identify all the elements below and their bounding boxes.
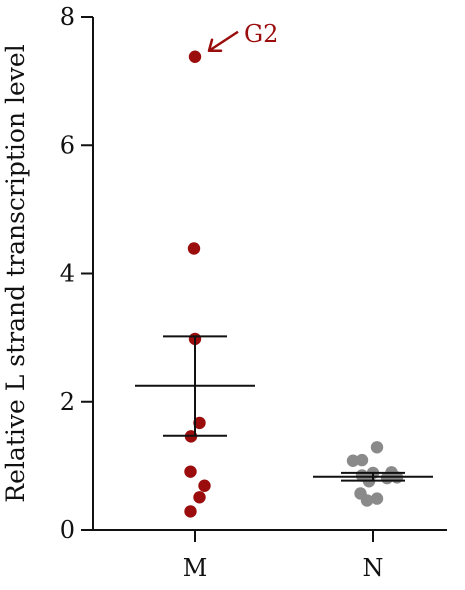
data-point-n-12 <box>360 494 374 507</box>
data-point-n-2 <box>346 454 360 467</box>
y-tick-label-4: 4 <box>60 260 75 288</box>
x-tick-label-m: M <box>183 554 208 582</box>
data-point-m-4 <box>193 416 206 430</box>
y-tick-label-2: 2 <box>60 388 75 416</box>
data-point-m-9 <box>184 505 197 518</box>
x-tick-label-n: N <box>363 554 384 582</box>
annotation-arrowhead <box>207 38 223 53</box>
data-point-n-11 <box>370 492 384 505</box>
error-bars <box>135 335 433 482</box>
data-point-n-3 <box>355 453 369 467</box>
annotation-arrow <box>208 30 239 52</box>
data-point-m-8 <box>193 491 206 504</box>
y-tick-label-8: 8 <box>60 3 75 31</box>
y-tick-label-0: 0 <box>60 516 75 544</box>
data-point-m-2 <box>187 242 201 255</box>
data-point-m-6 <box>184 465 197 478</box>
y-axis-title: Relative L strand transcription level <box>1 44 30 502</box>
annotation-layer: G2 <box>207 20 278 53</box>
y-axis-ticks: 0 2 4 6 8 <box>60 3 93 544</box>
axes <box>92 17 447 531</box>
data-point-n-1 <box>370 441 384 454</box>
data-points <box>184 50 404 518</box>
y-tick-label-6: 6 <box>60 131 75 159</box>
annotation-text-g2: G2 <box>244 20 278 48</box>
data-point-m-1 <box>188 50 202 63</box>
data-point-m-7 <box>198 479 211 492</box>
